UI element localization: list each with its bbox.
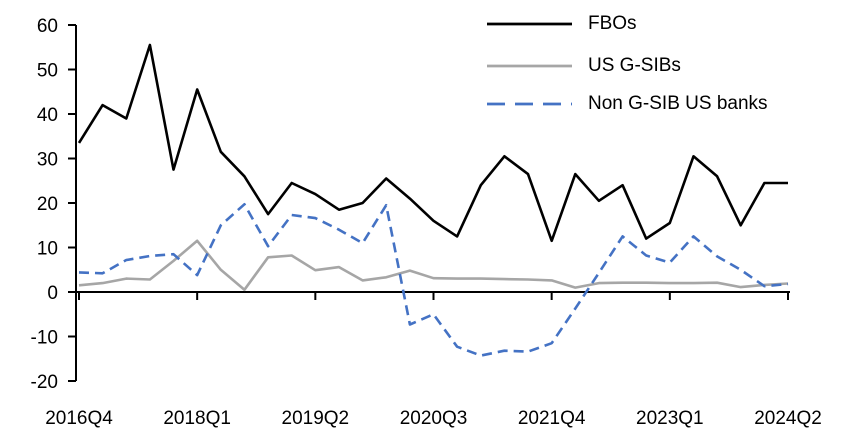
y-tick-label: 20 <box>37 194 58 215</box>
y-tick-label: 40 <box>37 105 58 126</box>
series-line-us-g-sibs <box>78 239 789 292</box>
legend-item-us-g-sibs: US G-SIBs <box>487 52 681 80</box>
x-tick-label: 2024Q2 <box>754 408 822 429</box>
legend-item-fbos: FBOs <box>487 10 637 38</box>
legend-label-us-g-sibs: US G-SIBs <box>588 55 681 76</box>
x-tick-label: 2021Q4 <box>518 408 586 429</box>
legend-line-sample-fbos <box>487 22 572 26</box>
y-tick-label: -20 <box>31 372 58 393</box>
legend-label-fbos: FBOs <box>588 13 637 34</box>
y-tick-label: 10 <box>37 239 58 260</box>
legend-line-sample-us-g-sibs <box>487 64 572 68</box>
y-tick-label: 0 <box>47 283 58 304</box>
series-line-fbos <box>77 43 788 243</box>
legend-item-non-g-sib-us-banks: Non G-SIB US banks <box>487 90 768 118</box>
y-tick-label: 60 <box>37 16 58 37</box>
series-line-non-g-sib-us-banks <box>78 203 789 357</box>
x-tick-label: 2023Q1 <box>636 408 704 429</box>
legend-line-sample-non-g-sib-us-banks <box>487 102 572 106</box>
y-tick-label: -10 <box>31 328 58 349</box>
y-tick-label: 50 <box>37 61 58 82</box>
x-tick-label: 2019Q2 <box>282 408 350 429</box>
x-tick-label: 2020Q3 <box>400 408 468 429</box>
x-tick-label: 2016Q4 <box>45 408 113 429</box>
legend-label-non-g-sib-us-banks: Non G-SIB US banks <box>588 93 768 114</box>
y-tick-label: 30 <box>37 150 58 171</box>
x-tick-label: 2018Q1 <box>163 408 231 429</box>
